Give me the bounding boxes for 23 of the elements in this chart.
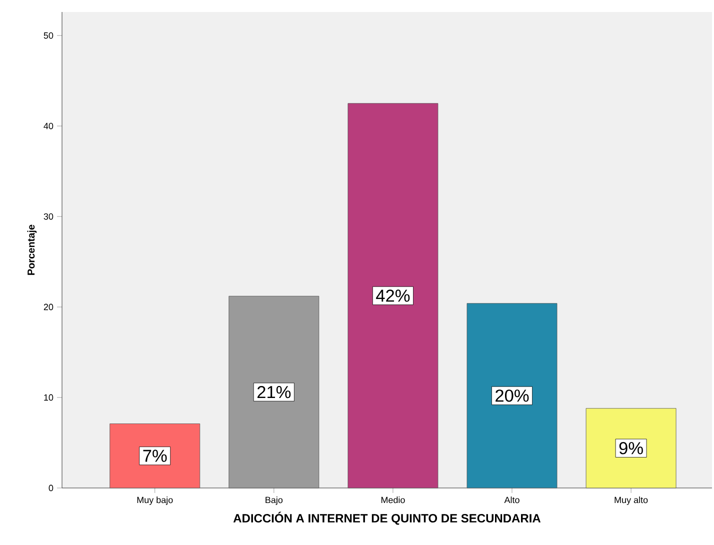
y-tick-label: 10 <box>44 394 54 401</box>
data-label: 9% <box>619 442 643 454</box>
bar <box>348 103 438 488</box>
bar <box>110 424 200 488</box>
x-tick-label: Muy bajo <box>137 496 173 505</box>
data-label: 20% <box>496 390 529 402</box>
bar <box>466 303 558 488</box>
y-tick-label: 50 <box>44 32 54 39</box>
data-label: 42% <box>376 290 410 302</box>
x-tick-label: Bajo <box>266 496 283 505</box>
x-tick-label: Medio <box>381 496 405 504</box>
y-tick-label: 0 <box>48 484 54 492</box>
y-axis-title: Porcentaje <box>27 224 37 275</box>
bar <box>228 296 320 488</box>
x-tick-label: Alto <box>504 496 520 504</box>
data-label: 7% <box>143 450 167 462</box>
x-tick-label: Muy alto <box>614 496 648 505</box>
bar <box>586 408 676 488</box>
y-tick-label: 30 <box>44 213 54 220</box>
x-axis-title: ADICCIÓN A INTERNET DE QUINTO DE SECUNDARIA <box>233 512 541 525</box>
y-tick-label: 20 <box>44 304 54 310</box>
y-tick-label: 40 <box>44 122 54 130</box>
data-label: 21% <box>257 386 291 398</box>
